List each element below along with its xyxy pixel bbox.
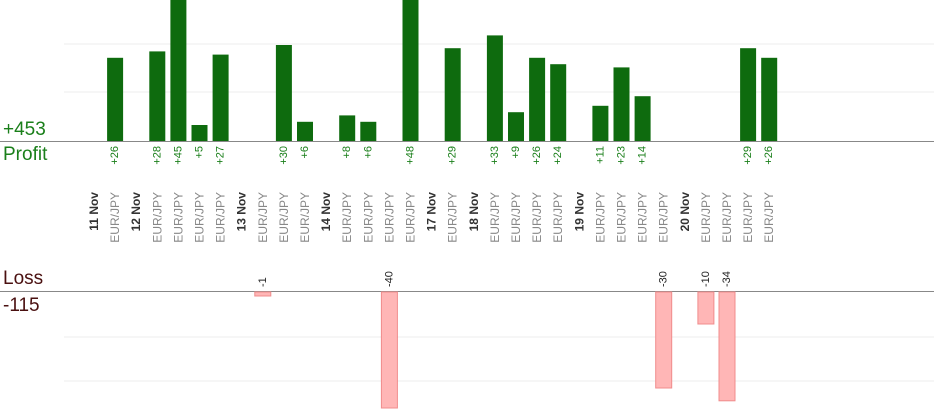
profit-bar <box>149 51 166 141</box>
profit-bar <box>508 112 524 141</box>
profit-bar <box>212 54 229 141</box>
profit-bar <box>550 64 567 141</box>
loss-bar <box>697 291 715 325</box>
profit-value-label: +27 <box>215 146 227 165</box>
instrument-label: EUR/JPY <box>593 192 607 243</box>
instrument-label: EUR/JPY <box>530 192 544 243</box>
instrument-label: EUR/JPY <box>256 192 270 243</box>
profit-value-label: +6 <box>362 146 374 159</box>
profit-bar <box>740 48 757 142</box>
date-label: 14 Nov <box>319 192 333 232</box>
profit-value-label: +24 <box>552 146 564 165</box>
loss-total: -115 <box>3 295 40 316</box>
profit-value-label: +14 <box>637 146 649 165</box>
date-label: 11 Nov <box>87 192 101 231</box>
profit-value-label: +33 <box>489 146 501 165</box>
profit-bar <box>761 57 778 141</box>
instrument-label: EUR/JPY <box>657 192 671 243</box>
profit-bar <box>170 0 187 141</box>
loss-value-label: -30 <box>658 271 670 287</box>
profit-bar <box>444 48 461 142</box>
profit-value-label: +23 <box>616 146 628 165</box>
date-label: 19 Nov <box>572 192 586 232</box>
loss-value-label: -1 <box>257 277 269 287</box>
instrument-label: EUR/JPY <box>340 192 354 243</box>
instrument-label: EUR/JPY <box>298 192 312 243</box>
instrument-label: EUR/JPY <box>382 192 396 243</box>
profit-label: Profit <box>3 144 48 165</box>
profit-value-label: +26 <box>109 146 121 165</box>
profit-value-label: +6 <box>299 146 311 159</box>
profit-value-label: +9 <box>510 146 522 159</box>
profit-bar <box>634 96 651 141</box>
loss-value-label: -34 <box>721 271 733 287</box>
profit-value-label: +28 <box>151 146 163 165</box>
profit-value-label: +5 <box>194 146 206 159</box>
instrument-label: EUR/JPY <box>720 192 734 243</box>
instrument-label: EUR/JPY <box>108 192 122 243</box>
profit-bar <box>613 67 630 141</box>
instrument-label: EUR/JPY <box>150 192 164 243</box>
instrument-label: EUR/JPY <box>214 192 228 243</box>
instrument-label: EUR/JPY <box>741 192 755 243</box>
instrument-label: EUR/JPY <box>404 192 418 243</box>
instrument-label: EUR/JPY <box>361 192 375 243</box>
profit-bar <box>486 35 503 141</box>
instrument-label: EUR/JPY <box>615 192 629 243</box>
loss-bar <box>718 291 736 402</box>
profit-bar <box>360 121 377 141</box>
date-label: 18 Nov <box>467 192 481 232</box>
loss-value-label: -40 <box>383 271 395 287</box>
instrument-label: EUR/JPY <box>636 192 650 243</box>
profit-value-label: +45 <box>172 146 184 165</box>
instrument-label: EUR/JPY <box>171 192 185 243</box>
loss-label: Loss <box>3 268 44 289</box>
instrument-label: EUR/JPY <box>277 192 291 243</box>
instrument-label: EUR/JPY <box>762 192 776 243</box>
loss-value-label: -10 <box>700 271 712 287</box>
date-label: 17 Nov <box>425 192 439 232</box>
instrument-label: EUR/JPY <box>193 192 207 243</box>
loss-bar <box>254 291 272 297</box>
date-label: 12 Nov <box>129 192 143 232</box>
profit-value-label: +11 <box>594 146 606 164</box>
profit-total: +453 <box>3 119 46 140</box>
profit-value-label: +30 <box>278 146 290 165</box>
profit-value-label: +48 <box>405 146 417 165</box>
instrument-label: EUR/JPY <box>488 192 502 243</box>
profit-bar <box>191 125 208 141</box>
loss-bar <box>655 291 673 389</box>
profit-value-label: +8 <box>341 146 353 159</box>
profit-bar <box>107 57 124 141</box>
instrument-label: EUR/JPY <box>551 192 565 243</box>
instrument-label: EUR/JPY <box>509 192 523 243</box>
date-label: 13 Nov <box>235 192 249 232</box>
profit-value-label: +26 <box>763 146 775 165</box>
profit-bar <box>339 115 356 141</box>
loss-bar <box>380 291 398 409</box>
date-label: 20 Nov <box>678 192 692 232</box>
profit-value-label: +26 <box>531 146 543 165</box>
profit-bar <box>529 57 546 141</box>
profit-bar <box>592 105 609 141</box>
instrument-label: EUR/JPY <box>446 192 460 243</box>
profit-bar <box>275 45 292 141</box>
profit-value-label: +29 <box>742 146 754 165</box>
profit-value-label: +29 <box>447 146 459 165</box>
profit-bar <box>297 121 313 141</box>
instrument-label: EUR/JPY <box>699 192 713 243</box>
profit-bar <box>402 0 419 141</box>
